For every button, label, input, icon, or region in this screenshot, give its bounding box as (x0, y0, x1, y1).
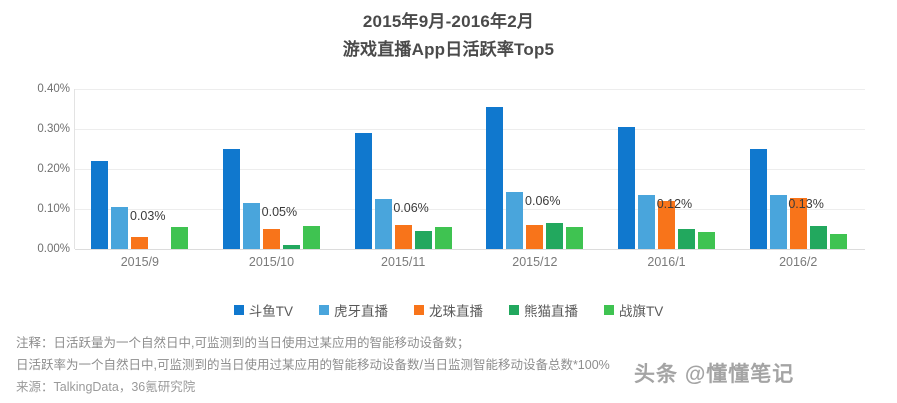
y-axis: 0.00% 0.10% 0.20% 0.30% 0.40% (14, 83, 70, 255)
bar[interactable] (809, 225, 827, 249)
y-axis-tick: 0.10% (37, 203, 70, 215)
page-title: 2015年9月-2016年2月 游戏直播App日活跃率Top5 (0, 8, 897, 64)
legend-label: 虎牙直播 (334, 304, 388, 319)
bar[interactable] (789, 197, 807, 249)
gridline (75, 89, 865, 90)
bar[interactable] (414, 231, 432, 249)
bar[interactable] (243, 203, 260, 249)
x-axis-tick: 2016/2 (779, 255, 818, 269)
x-axis-tick: 2015/9 (120, 255, 159, 269)
bar[interactable] (546, 223, 564, 249)
note-line-2: 日活跃率为一个自然日中,可监测到的当日使用过某应用的智能移动设备数/当日监测智能… (16, 358, 610, 372)
bars (486, 89, 584, 249)
gridline (75, 129, 865, 130)
gridlines (74, 89, 865, 250)
data-label: 0.12% (656, 197, 693, 211)
bar[interactable] (829, 234, 847, 249)
bar[interactable] (618, 127, 636, 249)
data-label: 0.13% (788, 197, 824, 211)
legend-item[interactable]: 熊猫直播 (509, 300, 578, 320)
bar-group: 0.13% (732, 89, 864, 249)
x-axis-tick: 2016/1 (647, 255, 686, 269)
footnotes: 注释：日活跃量为一个自然日中,可监测到的当日使用过某应用的智能移动设备数； 日活… (16, 332, 876, 398)
legend-swatch-icon (319, 305, 329, 315)
legend-item[interactable]: 斗鱼TV (233, 300, 293, 320)
bar-group: 0.05% (206, 89, 338, 249)
legend-swatch-icon (509, 305, 519, 315)
bar[interactable] (111, 207, 129, 249)
legend-item[interactable]: 战旗TV (604, 300, 663, 320)
bars (223, 89, 320, 249)
title-line-1: 2015年9月-2016年2月 (362, 12, 535, 31)
legend-item[interactable]: 龙珠直播 (414, 300, 483, 320)
x-axis-tick: 2015/12 (512, 255, 558, 269)
gridline (75, 169, 865, 170)
x-axis: 2015/9 2015/10 2015/11 2015/12 2016/1 2016/2 (74, 255, 864, 269)
legend-item[interactable]: 虎牙直播 (319, 300, 388, 320)
bar-group: 0.06% (337, 89, 469, 249)
title-line-2: 游戏直播App日活跃率Top5 (342, 40, 555, 59)
bar[interactable] (678, 229, 696, 249)
y-axis-tick: 0.40% (37, 83, 70, 95)
bar[interactable] (91, 161, 109, 249)
legend-label: 熊猫直播 (524, 304, 578, 319)
bar[interactable] (394, 225, 412, 249)
y-axis-tick: 0.00% (37, 243, 70, 255)
data-label: 0.06% (525, 193, 561, 208)
bar[interactable] (486, 107, 504, 249)
bar[interactable] (526, 225, 544, 249)
bar[interactable] (658, 201, 676, 249)
note-line-1: 注释：日活跃量为一个自然日中,可监测到的当日使用过某应用的智能移动设备数； (16, 336, 470, 350)
bars (749, 89, 847, 249)
gridline (75, 209, 865, 210)
data-label: 0.03% (130, 209, 166, 223)
bar[interactable] (506, 191, 524, 249)
data-label: 0.06% (393, 201, 429, 215)
legend-label: 龙珠直播 (429, 304, 483, 319)
bars (354, 89, 452, 249)
y-axis-tick: 0.30% (37, 123, 70, 135)
bar[interactable] (749, 149, 767, 249)
bar[interactable] (354, 133, 372, 249)
legend-swatch-icon (233, 305, 244, 315)
bar[interactable] (131, 237, 149, 249)
bar[interactable] (263, 229, 280, 249)
bar[interactable] (638, 195, 656, 249)
chart-legend: 斗鱼TV 虎牙直播 龙珠直播 熊猫直播 战旗TV (0, 300, 897, 320)
legend-swatch-icon (604, 305, 614, 315)
gridline (75, 249, 865, 250)
bar[interactable] (769, 195, 787, 249)
bar-group: 0.06% (469, 89, 601, 249)
x-axis-tick: 2015/10 (248, 255, 295, 269)
bar[interactable] (374, 199, 392, 249)
legend-label: 战旗TV (619, 304, 664, 319)
bar[interactable] (223, 149, 240, 249)
plot-area: 0.00% 0.10% 0.20% 0.30% 0.40% 0.03% 0.05% 0.06… (0, 83, 897, 274)
bars (91, 89, 189, 249)
bar-group: 0.03% (74, 89, 206, 249)
note-source: 来源：TalkingData，36氪研究院 (16, 380, 196, 394)
bar[interactable] (171, 227, 189, 249)
data-label: 0.05% (261, 205, 298, 219)
y-axis-tick: 0.20% (37, 163, 70, 175)
x-axis-tick: 2015/11 (381, 255, 426, 269)
bar[interactable] (434, 227, 452, 249)
legend-swatch-icon (414, 305, 424, 315)
bar[interactable] (303, 225, 320, 249)
bars (618, 89, 716, 249)
bar[interactable] (698, 231, 716, 249)
bar[interactable] (566, 227, 584, 249)
bar[interactable] (283, 245, 300, 249)
bar-groups: 0.03% 0.05% 0.06% 0.06% 0.12% 0.13% (74, 89, 864, 249)
legend-label: 斗鱼TV (248, 304, 293, 319)
bar-group: 0.12% (601, 89, 733, 249)
